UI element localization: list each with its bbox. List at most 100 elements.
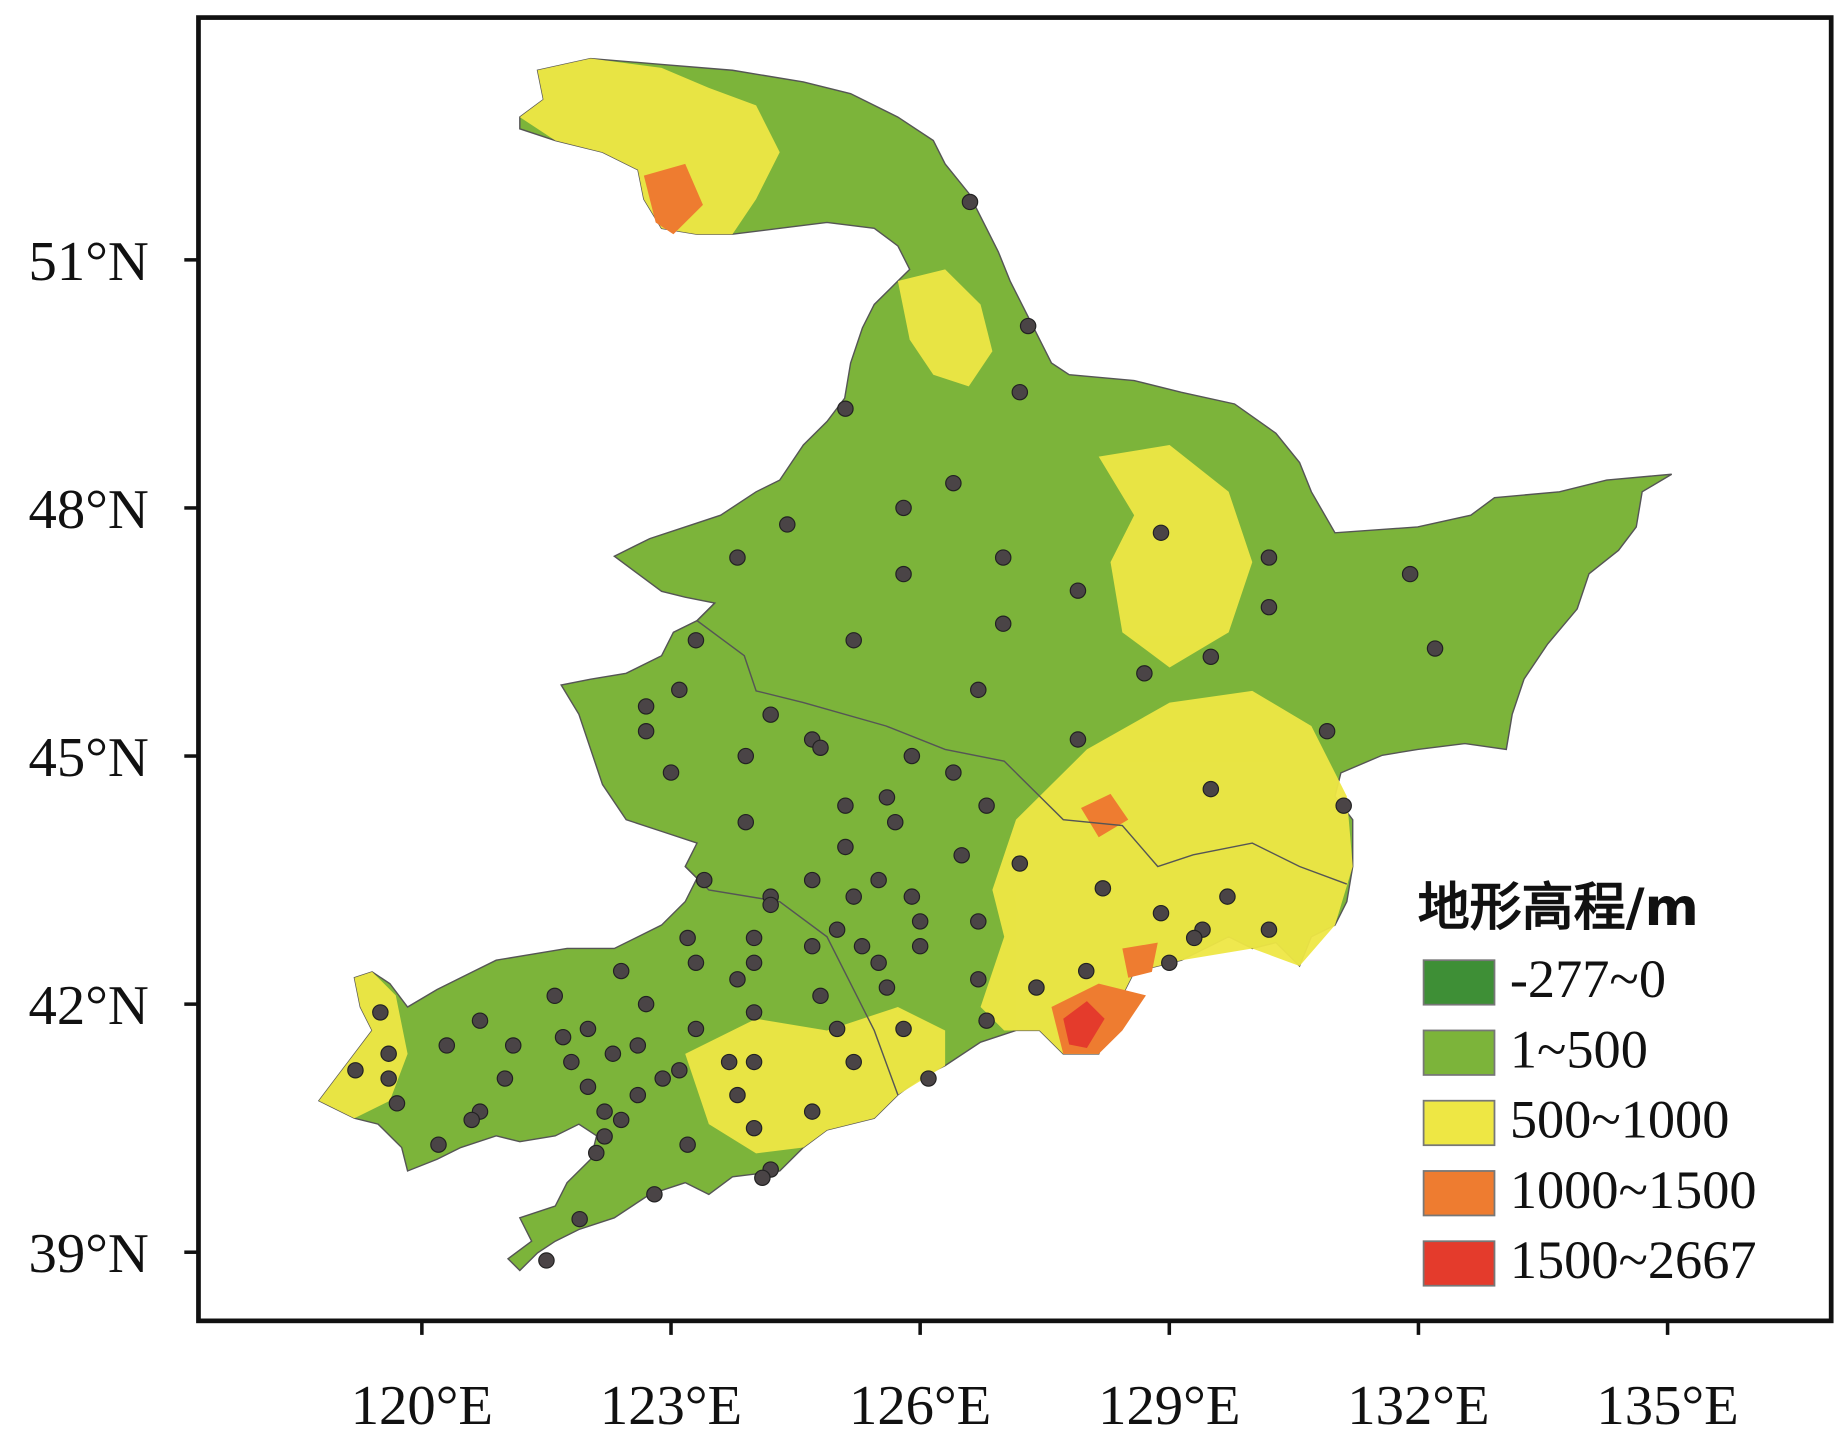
station <box>920 1070 937 1087</box>
station <box>372 1004 389 1021</box>
station <box>878 979 896 996</box>
station <box>812 987 829 1005</box>
station <box>745 1119 763 1137</box>
station <box>970 971 987 988</box>
station <box>870 954 887 971</box>
station <box>1202 648 1220 666</box>
station <box>754 1169 771 1186</box>
station <box>1019 317 1037 335</box>
station <box>1260 549 1278 566</box>
station <box>637 698 655 715</box>
station <box>1152 524 1170 541</box>
station <box>1401 565 1419 583</box>
legend-swatch <box>1422 959 1496 1006</box>
y-tick-label: 42°N <box>29 975 149 1037</box>
legend-label: -277~0 <box>1510 949 1666 1009</box>
plot-frame <box>196 15 1834 1324</box>
station <box>745 1053 763 1071</box>
legend-label: 1~500 <box>1510 1020 1648 1080</box>
station <box>388 1095 406 1112</box>
station <box>720 1053 738 1071</box>
station <box>837 838 854 856</box>
x-tick-label: 129°E <box>1098 1375 1240 1437</box>
station <box>1335 797 1352 814</box>
station <box>1426 640 1444 657</box>
legend-swatch <box>1422 1099 1496 1147</box>
station <box>1185 929 1203 947</box>
station <box>845 888 862 905</box>
station <box>945 474 962 492</box>
x-tick-label: 132°E <box>1347 1375 1489 1437</box>
station <box>687 1020 705 1038</box>
station <box>637 723 655 740</box>
station <box>737 747 755 765</box>
station <box>1152 904 1170 922</box>
station <box>895 1020 912 1038</box>
station <box>895 499 912 517</box>
axes: 120°E 123°E 126°E 129°E 132°E 135°E 39°N 42°N 45… <box>29 231 1739 1437</box>
station <box>729 549 746 566</box>
legend-title: 地形高程/m <box>1418 878 1699 938</box>
x-tick-label: 135°E <box>1596 1375 1738 1437</box>
station <box>945 764 962 781</box>
station <box>496 1070 514 1087</box>
station <box>994 615 1012 632</box>
station <box>803 1103 821 1120</box>
station <box>604 1045 622 1062</box>
station <box>970 913 987 930</box>
station <box>762 896 779 914</box>
station <box>812 739 829 756</box>
station <box>737 813 755 831</box>
station <box>837 400 854 417</box>
station <box>911 938 929 955</box>
station <box>1260 598 1278 616</box>
station <box>903 888 921 905</box>
station <box>1094 880 1112 897</box>
legend-label: 1000~1500 <box>1510 1160 1757 1220</box>
station <box>1069 582 1087 599</box>
x-tick-label: 123°E <box>600 1375 742 1437</box>
station <box>978 797 995 814</box>
station <box>845 632 862 649</box>
station <box>629 1086 647 1104</box>
station <box>729 1086 746 1104</box>
station <box>588 1144 605 1162</box>
station <box>1161 954 1178 971</box>
highland <box>318 58 1353 1154</box>
station <box>994 549 1012 566</box>
legend: 地形高程/m -277~0 1~500 500~1000 1000~1500 1500~… <box>1418 878 1757 1290</box>
station <box>1219 888 1236 905</box>
station <box>646 1186 663 1203</box>
x-tick-label: 126°E <box>849 1375 991 1437</box>
station <box>579 1078 597 1096</box>
station <box>671 1062 688 1079</box>
station <box>471 1012 489 1029</box>
station <box>828 1020 846 1038</box>
station <box>563 1053 580 1071</box>
station <box>729 971 746 988</box>
station <box>571 1210 588 1228</box>
y-tick-label: 45°N <box>29 727 149 789</box>
station <box>745 954 763 971</box>
station <box>1011 855 1029 872</box>
station <box>1077 962 1095 980</box>
station <box>1260 921 1278 938</box>
y-tick-label: 39°N <box>29 1223 149 1285</box>
station <box>745 1004 763 1021</box>
station <box>380 1045 397 1062</box>
legend-label: 500~1000 <box>1510 1090 1730 1150</box>
station <box>870 871 887 889</box>
station <box>803 871 821 889</box>
station <box>779 516 796 533</box>
station <box>662 764 680 781</box>
station <box>803 938 821 955</box>
peak <box>1063 1001 1105 1049</box>
y-tick-label: 51°N <box>29 231 149 293</box>
station <box>554 1029 572 1046</box>
station <box>347 1062 364 1079</box>
station <box>845 1053 862 1071</box>
station <box>978 1012 995 1029</box>
station <box>745 929 763 947</box>
station <box>695 871 713 889</box>
x-tick-label: 120°E <box>351 1375 493 1437</box>
